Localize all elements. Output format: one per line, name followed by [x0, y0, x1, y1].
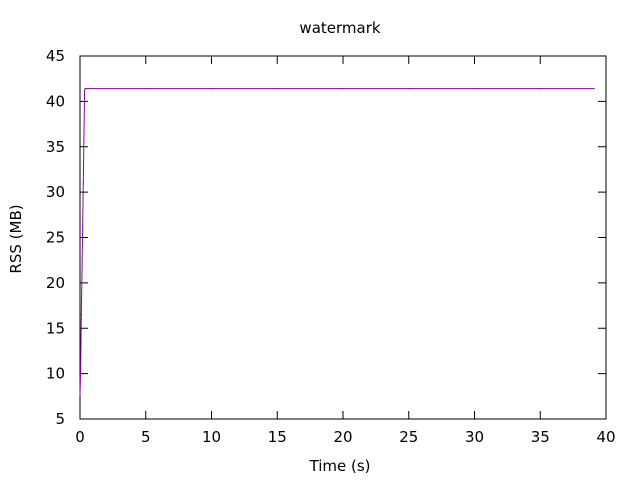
data-point [276, 88, 278, 90]
data-point [81, 273, 83, 275]
series-layer [79, 88, 595, 397]
data-point [82, 182, 84, 184]
chart-title: watermark [299, 19, 380, 37]
data-point [593, 88, 595, 90]
data-point [210, 88, 213, 90]
plot-frame [79, 55, 607, 420]
data-point [80, 368, 82, 370]
data-point [80, 314, 82, 316]
data-point [79, 394, 81, 397]
x-tick-label: 30 [465, 428, 484, 446]
x-tick-label: 35 [531, 428, 550, 446]
x-tick-label: 5 [141, 428, 151, 446]
data-point [408, 88, 410, 90]
x-tick-label: 0 [75, 428, 85, 446]
data-point [82, 227, 84, 230]
y-tick-label: 5 [55, 410, 65, 428]
data-point [539, 88, 541, 90]
y-tick-label: 20 [46, 274, 65, 292]
x-tick-label: 25 [399, 428, 418, 446]
y-tick-label: 15 [46, 319, 65, 337]
data-point [92, 88, 94, 90]
x-tick-label: 15 [268, 428, 287, 446]
data-point [342, 88, 344, 90]
x-tick-label: 40 [596, 428, 615, 446]
y-tick-label: 45 [46, 47, 65, 65]
y-tick-label: 40 [46, 92, 65, 110]
data-point [84, 88, 86, 90]
y-tick-label: 35 [46, 138, 65, 156]
data-point [473, 88, 476, 90]
y-tick-label: 10 [46, 365, 65, 383]
data-point [145, 88, 147, 90]
data-point [84, 89, 86, 92]
data-point [83, 137, 85, 139]
x-tick-label: 20 [333, 428, 352, 446]
y-tick-label: 25 [46, 229, 65, 247]
y-axis-label: RSS (MB) [7, 204, 25, 273]
x-axis-label: Time (s) [309, 457, 371, 475]
series-line-0 [79, 88, 595, 396]
x-tick-label: 10 [202, 428, 221, 446]
y-tick-label: 30 [46, 183, 65, 201]
